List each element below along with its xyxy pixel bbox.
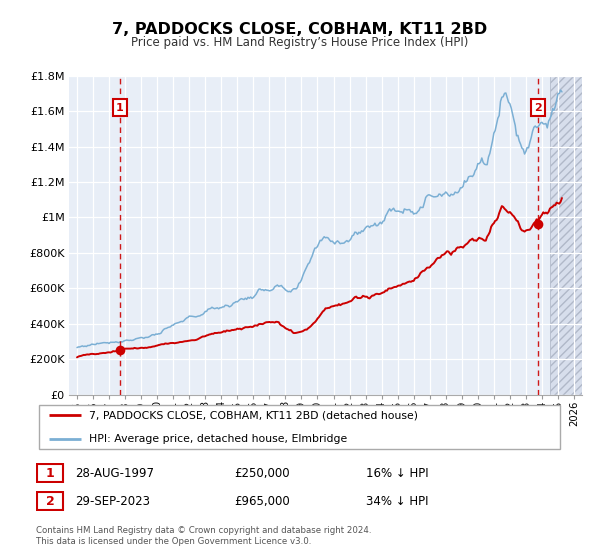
Text: 7, PADDOCKS CLOSE, COBHAM, KT11 2BD: 7, PADDOCKS CLOSE, COBHAM, KT11 2BD [112, 22, 488, 38]
Text: £250,000: £250,000 [234, 466, 290, 480]
FancyBboxPatch shape [37, 492, 64, 510]
Text: 28-AUG-1997: 28-AUG-1997 [75, 466, 154, 480]
Text: Contains HM Land Registry data © Crown copyright and database right 2024.
This d: Contains HM Land Registry data © Crown c… [36, 526, 371, 546]
Text: 29-SEP-2023: 29-SEP-2023 [75, 494, 150, 508]
FancyBboxPatch shape [38, 405, 560, 449]
Text: 16% ↓ HPI: 16% ↓ HPI [366, 466, 428, 480]
Bar [550, 76, 582, 395]
Text: 2: 2 [534, 102, 542, 113]
Text: 1: 1 [46, 466, 55, 480]
Bar [550, 76, 582, 395]
Text: 34% ↓ HPI: 34% ↓ HPI [366, 494, 428, 508]
FancyBboxPatch shape [37, 464, 64, 482]
Text: 7, PADDOCKS CLOSE, COBHAM, KT11 2BD (detached house): 7, PADDOCKS CLOSE, COBHAM, KT11 2BD (det… [89, 410, 418, 420]
Text: HPI: Average price, detached house, Elmbridge: HPI: Average price, detached house, Elmb… [89, 434, 347, 444]
Text: 1: 1 [116, 102, 124, 113]
Text: 2: 2 [46, 494, 55, 508]
Text: Price paid vs. HM Land Registry’s House Price Index (HPI): Price paid vs. HM Land Registry’s House … [131, 36, 469, 49]
Text: £965,000: £965,000 [234, 494, 290, 508]
